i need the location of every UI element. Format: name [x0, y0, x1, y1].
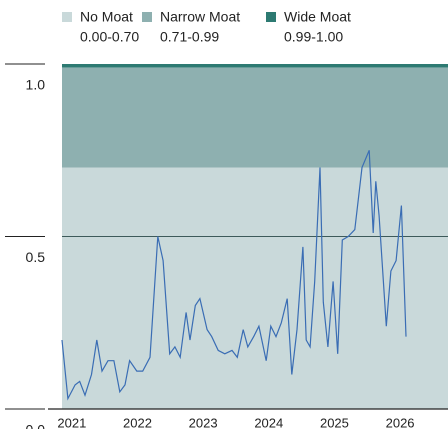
legend-range: 0.00-0.70 [80, 29, 139, 45]
data-line [61, 150, 407, 401]
y-tick-label: 0.5 [26, 249, 46, 265]
legend-label: Narrow Moat [160, 9, 240, 25]
band [62, 67, 448, 168]
legend-range: 0.99-1.00 [284, 29, 343, 45]
legend-swatch [62, 12, 72, 22]
x-tick-label: 2025 [320, 415, 349, 429]
y-tick-label: 1.0 [26, 77, 46, 93]
band [62, 64, 448, 68]
legend-swatch [266, 12, 276, 22]
x-tick-label: 2026 [386, 415, 415, 429]
x-tick-label: 2022 [123, 415, 152, 429]
legend-label: Wide Moat [284, 9, 351, 25]
legend-swatch [142, 12, 152, 22]
legend-label: No Moat [80, 9, 133, 25]
x-tick-label: 2024 [254, 415, 283, 429]
y-tick-label: 0.0 [26, 422, 46, 429]
band [62, 167, 448, 409]
legend-range: 0.71-0.99 [160, 29, 219, 45]
x-tick-label: 2023 [189, 415, 218, 429]
x-tick-label: 2021 [57, 415, 86, 429]
